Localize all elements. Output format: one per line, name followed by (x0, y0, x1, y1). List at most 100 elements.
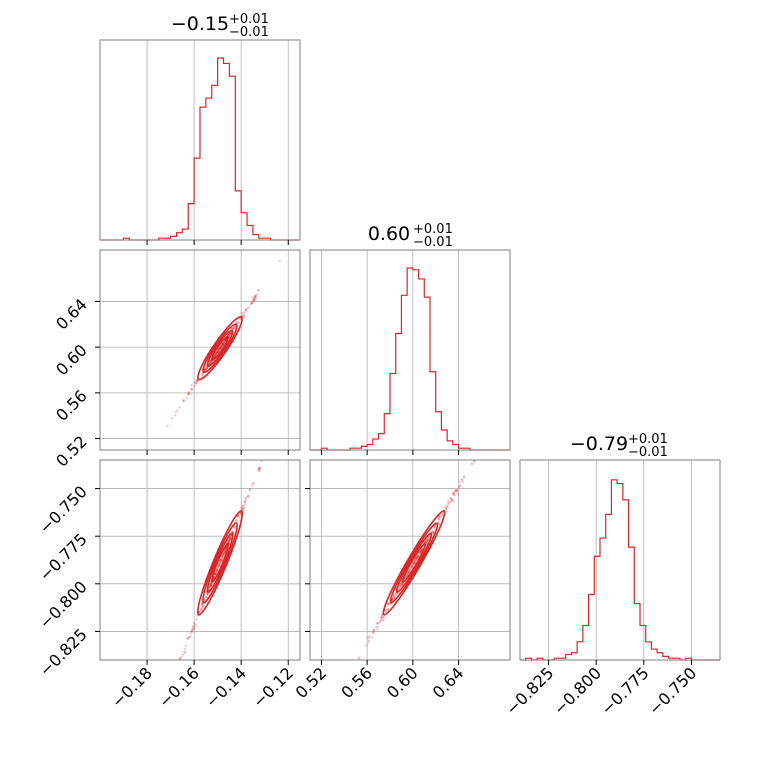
sample-point (244, 498, 247, 502)
sample-point (232, 327, 235, 331)
density-core (397, 534, 431, 592)
sample-point (391, 598, 394, 602)
sample-point (243, 313, 246, 316)
sample-point (209, 582, 212, 586)
sample-point (238, 518, 242, 522)
histogram-param-1 (310, 267, 510, 451)
sample-point (394, 592, 398, 596)
sample-point (192, 625, 195, 628)
title-param-0-upper: +0.01 (229, 12, 269, 27)
sample-point (253, 298, 256, 301)
sample-point (413, 560, 416, 563)
sample-point (194, 624, 197, 627)
sample-point (433, 524, 437, 528)
density-contour (202, 323, 238, 374)
density-contour (401, 542, 427, 583)
sample-point (228, 333, 232, 336)
sample-point (221, 342, 224, 346)
sample-point (223, 339, 227, 343)
sample-point (433, 525, 436, 528)
sample-point (426, 539, 429, 542)
panel-hist-1: 0.60 +0.01 −0.01 (309, 222, 511, 455)
sample-point (456, 492, 459, 496)
sample-point (214, 354, 217, 357)
title-param-0-lower: −0.01 (229, 25, 269, 40)
sample-point (218, 346, 222, 350)
sample-point (245, 307, 248, 310)
sample-point (367, 639, 371, 642)
density-core (208, 331, 232, 366)
sample-point (246, 494, 250, 498)
sample-point (176, 409, 179, 412)
sample-point (254, 297, 257, 300)
sample-point (254, 294, 257, 298)
sample-point (219, 346, 222, 349)
sample-point (220, 554, 224, 558)
sample-point (206, 366, 209, 369)
sample-point (447, 501, 450, 505)
sample-point (408, 568, 412, 572)
sample-point (218, 561, 221, 565)
sample-point (242, 315, 246, 318)
sample-point (201, 374, 204, 378)
sample-point (190, 630, 194, 633)
sample-point (255, 293, 258, 296)
sample-point (222, 341, 225, 344)
sample-point (432, 528, 435, 532)
sample-point (209, 583, 213, 586)
sample-point (367, 640, 370, 644)
sample-point (216, 349, 220, 353)
sample-point (424, 541, 427, 544)
sample-point (458, 484, 461, 487)
x-tick-label: −0.18 (108, 663, 156, 711)
sample-point (237, 321, 240, 324)
sample-point (386, 608, 390, 611)
density-contour (395, 532, 433, 594)
sample-point (203, 368, 207, 371)
sample-point (239, 512, 243, 515)
sample-point (191, 387, 194, 391)
sample-point (216, 348, 220, 352)
sample-point (216, 349, 219, 352)
sample-point (203, 598, 206, 602)
sample-point (452, 500, 455, 503)
grid-lines (548, 460, 692, 660)
panel-frame (99, 459, 301, 661)
sample-point (195, 379, 199, 382)
sample-point (217, 349, 220, 352)
sample-point (240, 506, 243, 509)
sample-point (210, 360, 213, 364)
sample-point (221, 556, 224, 560)
sample-point (371, 631, 374, 635)
sample-point (472, 460, 476, 463)
sample-point (380, 613, 384, 617)
sample-point (242, 311, 245, 314)
sample-point (217, 562, 220, 565)
sample-point (454, 489, 457, 492)
sample-point (399, 585, 402, 588)
sample-point (210, 360, 213, 364)
sample-point (188, 391, 191, 394)
sample-point (227, 333, 231, 336)
sample-point (222, 341, 226, 344)
sample-point (250, 301, 254, 304)
sample-point (416, 556, 419, 559)
sample-point (166, 424, 169, 428)
sample-point (187, 636, 190, 640)
sample-point (379, 619, 382, 622)
sample-point (251, 296, 254, 299)
sample-point (204, 367, 207, 371)
sample-point (238, 513, 241, 516)
sample-point (383, 616, 386, 619)
sample-point (188, 635, 192, 639)
sample-point (227, 332, 231, 336)
sample-point (189, 387, 193, 391)
sample-point (387, 603, 390, 607)
sample-point (416, 556, 419, 559)
sample-point (252, 482, 256, 485)
sample-point (257, 468, 261, 472)
sample-point (444, 505, 447, 509)
sample-point (240, 507, 244, 510)
sample-point (258, 466, 262, 469)
x-tick-label: −0.14 (202, 663, 250, 711)
